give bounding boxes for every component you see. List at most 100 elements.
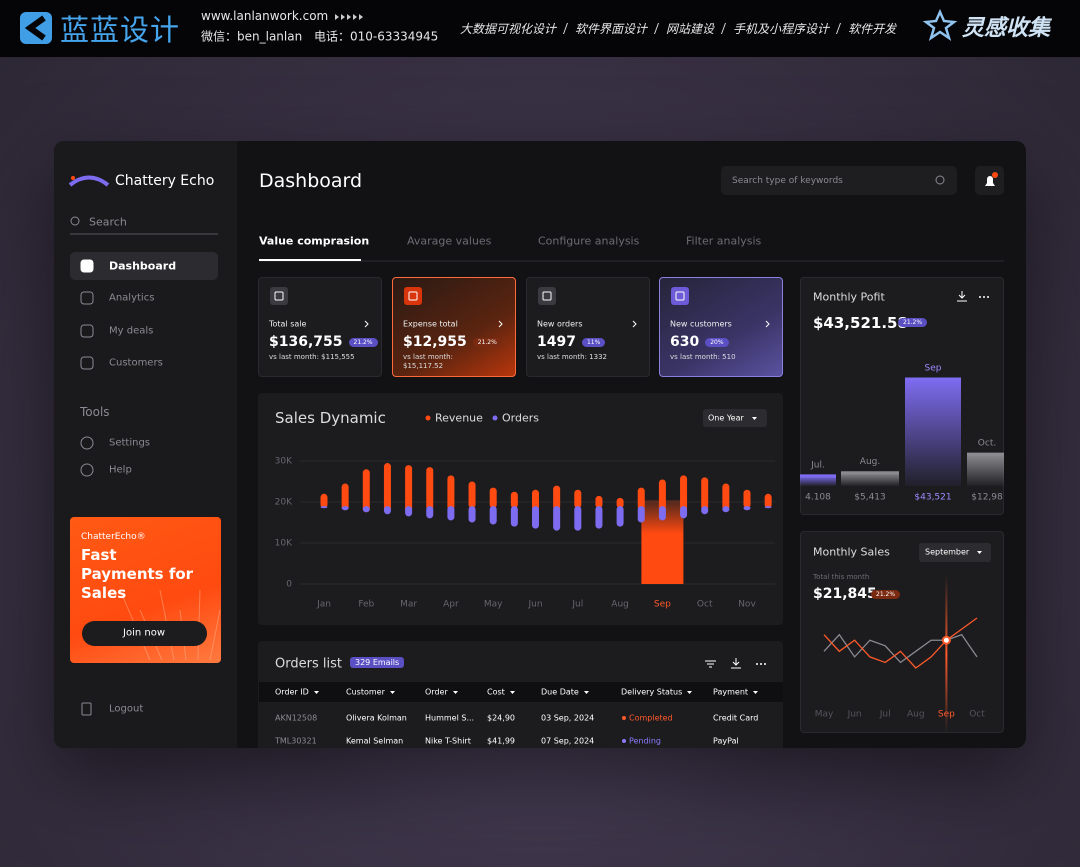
nav-item[interactable]: Dashboard bbox=[109, 259, 177, 273]
table-cell: Hummel S... bbox=[425, 713, 475, 723]
sidebar-brand: Chattery Echo bbox=[115, 173, 215, 189]
period-label[interactable]: One Year bbox=[708, 413, 744, 423]
orders-badge: 329 Emails bbox=[350, 657, 405, 668]
sales-panel bbox=[258, 393, 783, 625]
kpi-label: New customers bbox=[670, 319, 732, 329]
tab[interactable]: Avarage values bbox=[407, 234, 492, 248]
service: 大数据可视化设计 bbox=[460, 21, 557, 36]
tool-item[interactable]: Help bbox=[109, 464, 132, 476]
wechat: 微信：ben_lanlan bbox=[201, 29, 303, 44]
logout[interactable]: Logout bbox=[109, 703, 144, 715]
search-placeholder[interactable]: Search type of keywords bbox=[732, 176, 843, 186]
kpi-change: 21.2% bbox=[472, 337, 502, 347]
kpi-value: 630 bbox=[670, 334, 700, 350]
panel-title: Monthly Sales bbox=[813, 545, 890, 559]
orders-title: Orders list bbox=[275, 656, 342, 672]
table-cell: Olivera Kolman bbox=[346, 713, 407, 723]
separator bbox=[563, 22, 569, 34]
column-header[interactable]: Due Date bbox=[541, 687, 579, 697]
kpi-change: 20% bbox=[705, 337, 729, 347]
nav-item[interactable]: My deals bbox=[109, 325, 154, 337]
page-title: Dashboard bbox=[259, 170, 363, 192]
service: 软件界面设计 bbox=[575, 21, 648, 36]
promo-brand: ChatterEcho® bbox=[81, 532, 146, 542]
service: 软件开发 bbox=[848, 21, 897, 36]
panel-subtitle: Total this month bbox=[813, 573, 870, 581]
kpi-value: $136,755 bbox=[269, 334, 343, 350]
kpi-note: vs last month: 1332 bbox=[537, 353, 607, 361]
column-header[interactable]: Payment bbox=[713, 687, 749, 697]
phone: 电话：010-63334945 bbox=[314, 29, 439, 44]
separator bbox=[836, 22, 842, 34]
profit-panel bbox=[800, 277, 1004, 515]
kpi-value-row: $136,755 21.2% bbox=[269, 334, 378, 350]
kpi-label: Total sale bbox=[269, 319, 307, 329]
panel-change: 21.2% bbox=[871, 590, 901, 599]
brand: 蓝蓝设计 bbox=[60, 13, 181, 47]
sidebar-search[interactable]: Search bbox=[89, 215, 127, 229]
separator bbox=[721, 22, 727, 34]
panel-value: $21,845 bbox=[813, 586, 877, 602]
kpi-value-row: $12,955 21.2% bbox=[403, 334, 502, 350]
kpi-value-row: 630 20% bbox=[670, 334, 729, 350]
column-header[interactable]: Cost bbox=[487, 687, 505, 697]
table-cell: TML30321 bbox=[275, 736, 317, 746]
service-list: 大数据可视化设计 软件界面设计 网站建设 手机及小程序设计 软件开发 bbox=[460, 19, 896, 37]
panel-value: $43,521.58 bbox=[813, 314, 908, 332]
table-cell: 03 Sep, 2024 bbox=[541, 713, 595, 723]
table-cell: Completed bbox=[629, 713, 673, 723]
tab[interactable]: Filter analysis bbox=[686, 234, 762, 248]
period-select[interactable] bbox=[703, 409, 767, 427]
table-cell: AKN12508 bbox=[275, 713, 318, 723]
panel-change: 21.2% bbox=[898, 318, 928, 327]
kpi-value: 1497 bbox=[537, 334, 576, 350]
kpi-change: 21.2% bbox=[348, 337, 378, 347]
kpi-change: 11% bbox=[581, 337, 606, 347]
table-cell: $41,99 bbox=[487, 736, 515, 746]
legend-label: Orders bbox=[502, 411, 539, 425]
kpi-label: Expense total bbox=[403, 319, 458, 329]
tools-title: Tools bbox=[80, 405, 110, 419]
notification-button[interactable] bbox=[975, 166, 1004, 195]
column-header[interactable]: Order ID bbox=[275, 687, 309, 697]
tab[interactable]: Value comprasion bbox=[259, 234, 370, 248]
table-cell: $24,90 bbox=[487, 713, 515, 723]
kpi-card[interactable] bbox=[258, 277, 382, 377]
kpi-note: vs last month: $15,117.52 bbox=[403, 353, 453, 370]
search-box[interactable] bbox=[721, 166, 957, 195]
legend-label: Revenue bbox=[435, 411, 483, 425]
table-cell: Kemal Selman bbox=[346, 736, 404, 746]
kpi-value: $12,955 bbox=[403, 334, 467, 350]
panel-title: Monthly Pofit bbox=[813, 290, 885, 304]
nav-active bbox=[70, 252, 218, 280]
promo-button-label[interactable]: Join now bbox=[123, 627, 165, 639]
site-url: www.lanlanwork.com bbox=[201, 9, 329, 23]
table-cell: 07 Sep, 2024 bbox=[541, 736, 595, 746]
separator bbox=[654, 22, 660, 34]
promo-headline: Fast Payments for Sales bbox=[81, 546, 194, 602]
column-header[interactable]: Delivery Status bbox=[621, 687, 683, 697]
kpi-label: New orders bbox=[537, 319, 583, 329]
month-select[interactable] bbox=[919, 543, 991, 562]
kpi-value-row: 1497 11% bbox=[537, 334, 606, 350]
column-header[interactable]: Customer bbox=[346, 687, 385, 697]
month-select-label[interactable]: September bbox=[925, 547, 970, 557]
table-cell: PayPal bbox=[713, 736, 739, 746]
chart-title: Sales Dynamic bbox=[275, 409, 386, 427]
nav-item[interactable]: Analytics bbox=[109, 292, 155, 304]
tab[interactable]: Configure analysis bbox=[538, 234, 640, 248]
table-cell: Credit Card bbox=[713, 713, 759, 723]
table-cell: Pending bbox=[629, 736, 661, 746]
service: 网站建设 bbox=[666, 21, 715, 36]
top-banner bbox=[0, 0, 1080, 57]
table-cell: Nike T-Shirt bbox=[425, 736, 471, 746]
service: 手机及小程序设计 bbox=[733, 21, 830, 36]
collect: 灵感收集 bbox=[962, 16, 1051, 41]
column-header[interactable]: Order bbox=[425, 687, 448, 697]
nav-item[interactable]: Customers bbox=[109, 357, 163, 369]
table-header bbox=[259, 682, 783, 702]
kpi-note: vs last month: $115,555 bbox=[269, 353, 355, 361]
tool-item[interactable]: Settings bbox=[109, 437, 151, 449]
kpi-note: vs last month: 510 bbox=[670, 353, 736, 361]
